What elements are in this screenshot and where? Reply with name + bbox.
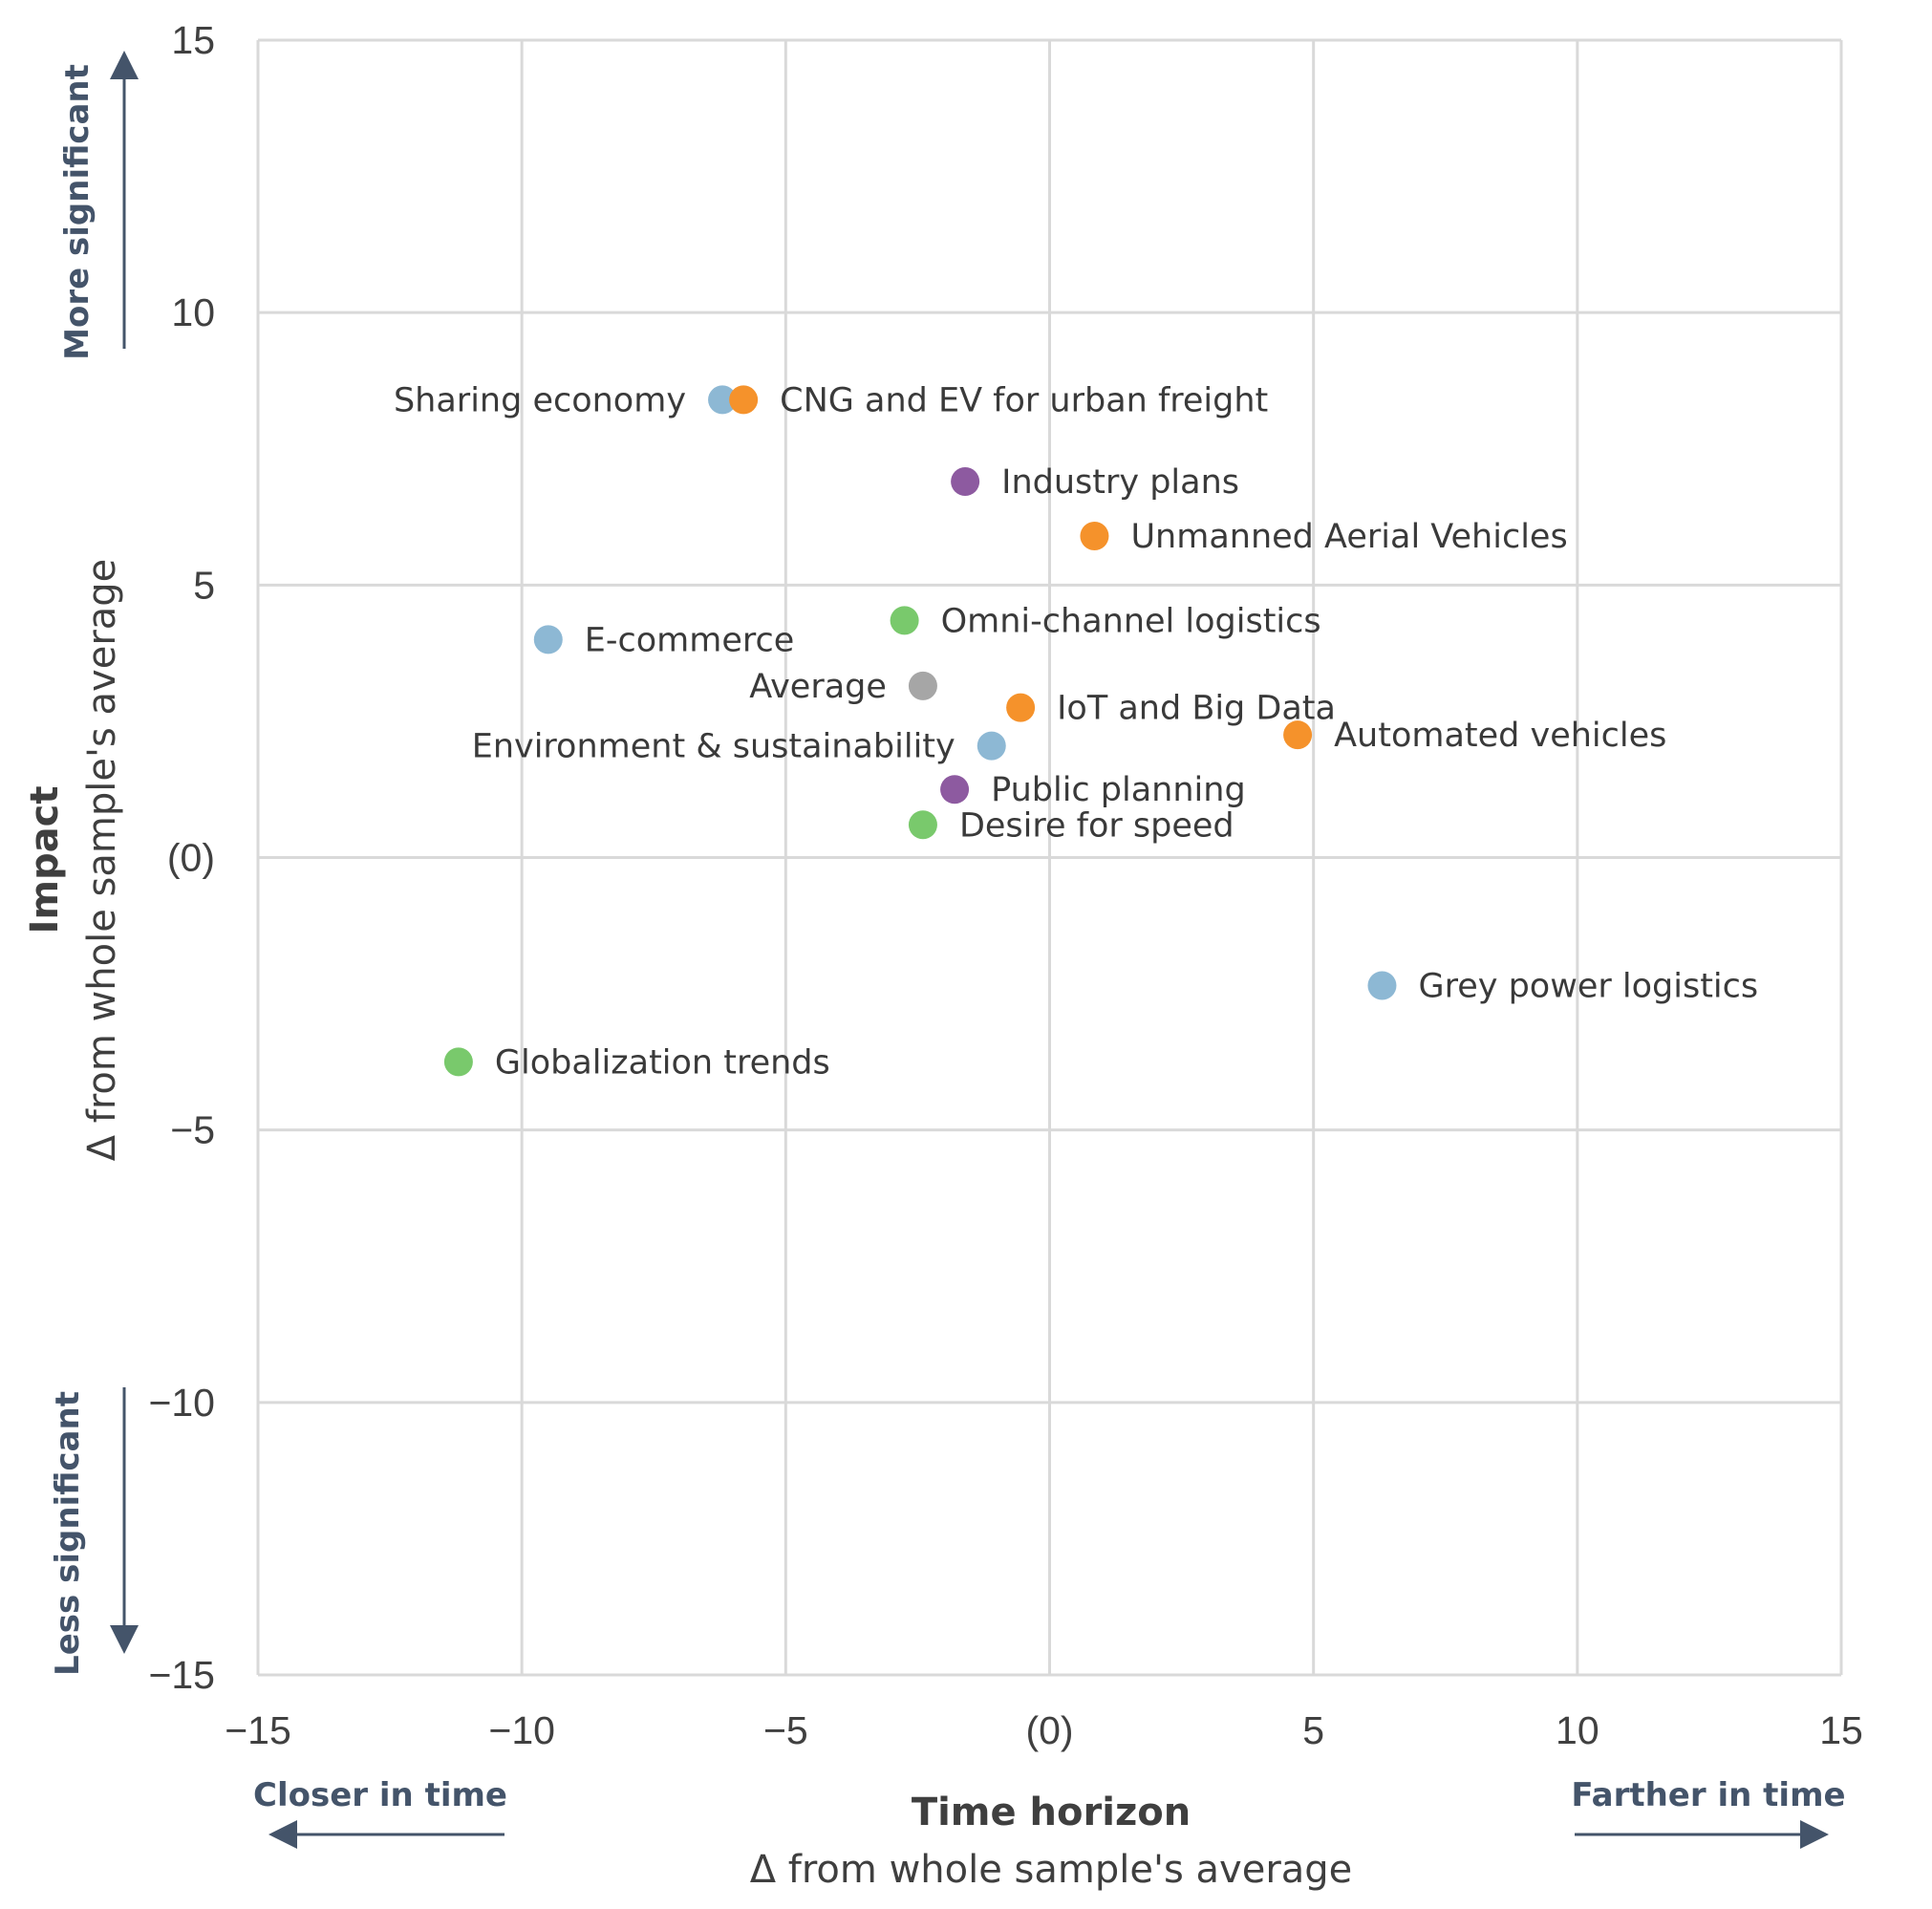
point-label-iot-and-big-data: IoT and Big Data bbox=[1057, 690, 1336, 728]
point-label-grey-power-logistics: Grey power logistics bbox=[1418, 968, 1758, 1006]
point-public-planning bbox=[940, 775, 970, 804]
y-axis-subtitle: Δ from whole sample's average bbox=[80, 559, 124, 1162]
closer-in-time-label: Closer in time bbox=[253, 1776, 507, 1814]
point-label-globalization-trends: Globalization trends bbox=[495, 1043, 830, 1082]
point-label-unmanned-aerial-vehicles: Unmanned Aerial Vehicles bbox=[1130, 518, 1567, 556]
y-tick-label: 15 bbox=[171, 18, 215, 62]
x-tick-label: −10 bbox=[488, 1708, 555, 1752]
point-label-automated-vehicles: Automated vehicles bbox=[1334, 717, 1666, 755]
x-axis-subtitle: Δ from whole sample's average bbox=[750, 1848, 1353, 1892]
y-tick-label: 10 bbox=[171, 290, 215, 334]
y-tick-label: −10 bbox=[148, 1381, 215, 1425]
point-label-e-commerce: E-commerce bbox=[585, 621, 795, 659]
y-tick-label: 5 bbox=[193, 563, 215, 607]
point-label-cng-and-ev-for-urban-freight: CNG and EV for urban freight bbox=[780, 381, 1268, 419]
x-tick-label: 10 bbox=[1556, 1708, 1599, 1752]
y-axis-title: Impact bbox=[23, 785, 67, 933]
x-tick-label: −15 bbox=[225, 1708, 291, 1752]
point-globalization-trends bbox=[443, 1047, 473, 1077]
point-cng-and-ev-for-urban-freight bbox=[729, 385, 759, 415]
more-significant-label: More significant bbox=[58, 64, 97, 360]
point-label-public-planning: Public planning bbox=[991, 771, 1246, 809]
x-tick-label: −5 bbox=[763, 1708, 808, 1752]
point-label-environment-sustainability: Environment & sustainability bbox=[472, 728, 955, 766]
point-sharing-economy bbox=[708, 385, 738, 415]
x-axis-title: Time horizon bbox=[912, 1791, 1191, 1834]
y-tick-label: −15 bbox=[148, 1653, 215, 1697]
point-label-desire-for-speed: Desire for speed bbox=[959, 806, 1234, 845]
y-tick-label: −5 bbox=[170, 1108, 215, 1152]
point-unmanned-aerial-vehicles bbox=[1080, 522, 1109, 551]
y-tick-label: (0) bbox=[167, 836, 215, 880]
point-label-industry-plans: Industry plans bbox=[1001, 463, 1239, 502]
point-industry-plans bbox=[951, 466, 980, 496]
point-label-sharing-economy: Sharing economy bbox=[394, 381, 686, 419]
y-tick-labels: 15 10 5 (0) −5 −10 −15 bbox=[148, 18, 215, 1697]
point-grey-power-logistics bbox=[1367, 971, 1397, 1000]
x-tick-labels: −15 −10 −5 (0) 5 10 15 bbox=[225, 1708, 1863, 1752]
point-label-omni-channel-logistics: Omni-channel logistics bbox=[941, 602, 1321, 640]
x-tick-label: (0) bbox=[1025, 1708, 1073, 1752]
point-e-commerce bbox=[533, 625, 563, 654]
point-automated-vehicles bbox=[1283, 720, 1313, 750]
x-tick-label: 15 bbox=[1819, 1708, 1863, 1752]
grid bbox=[256, 38, 1843, 1677]
data-points: Sharing economy CNG and EV for urban frei… bbox=[394, 381, 1758, 1082]
point-iot-and-big-data bbox=[1006, 693, 1036, 722]
point-environment-sustainability bbox=[977, 731, 1006, 761]
x-tick-label: 5 bbox=[1302, 1708, 1324, 1752]
less-significant-label: Less significant bbox=[49, 1391, 87, 1676]
point-omni-channel-logistics bbox=[890, 606, 919, 635]
point-desire-for-speed bbox=[908, 810, 937, 840]
farther-in-time-label: Farther in time bbox=[1571, 1776, 1845, 1814]
point-label-average: Average bbox=[749, 668, 887, 706]
point-average bbox=[908, 671, 937, 700]
